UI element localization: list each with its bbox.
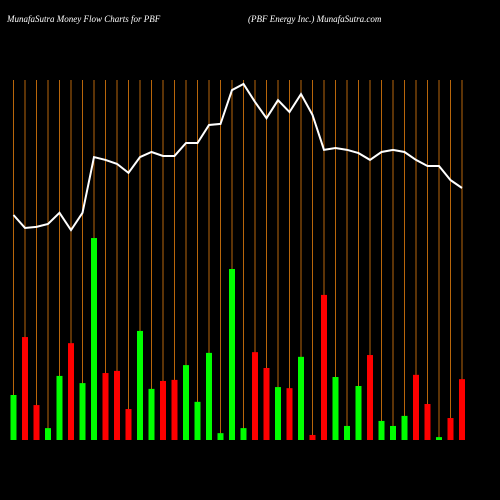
bar: [79, 383, 86, 440]
bar: [390, 425, 396, 440]
bar: [125, 409, 132, 440]
bar: [33, 405, 40, 440]
bar: [114, 370, 120, 440]
bar: [148, 388, 155, 440]
bar: [413, 374, 419, 440]
bar: [91, 238, 97, 440]
bar: [22, 337, 28, 440]
bar: [171, 379, 178, 440]
price-line: [12, 82, 463, 232]
bar: [332, 377, 339, 440]
bar: [102, 373, 109, 440]
chart-title: MunafaSutra Money Flow Charts for PBF: [6, 14, 161, 24]
bar: [459, 379, 465, 440]
bar: [183, 365, 189, 440]
bar: [275, 387, 281, 440]
bar: [436, 437, 442, 440]
bar: [252, 352, 258, 440]
bar: [68, 343, 74, 440]
bar: [160, 380, 166, 440]
bar: [447, 418, 454, 440]
bar: [424, 404, 431, 440]
bar: [321, 294, 327, 440]
bar: [240, 428, 247, 440]
bar: [367, 355, 373, 440]
bar: [309, 434, 316, 440]
bar: [401, 415, 408, 440]
chart-subtitle: (PBF Energy Inc.) MunafaSutra.com: [248, 14, 382, 24]
bar: [206, 352, 212, 440]
bar: [298, 356, 304, 440]
bar: [355, 386, 362, 440]
bar: [263, 368, 270, 440]
bar: [217, 433, 224, 440]
bar: [45, 428, 51, 440]
bar: [10, 395, 17, 440]
bar: [137, 330, 143, 440]
bar: [229, 269, 235, 440]
bar: [194, 401, 201, 440]
bar: [344, 425, 350, 440]
bar: [378, 420, 385, 440]
bar: [56, 375, 63, 440]
bar: [286, 388, 293, 440]
